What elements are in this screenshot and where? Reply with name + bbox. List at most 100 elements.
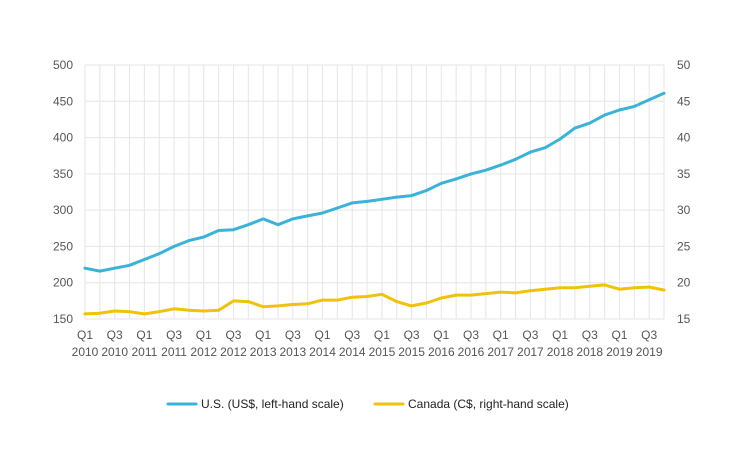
x-tick-quarter: Q3: [404, 328, 420, 342]
data-point-canada: [662, 288, 666, 292]
x-tick-quarter: Q1: [611, 328, 627, 342]
data-point-canada: [128, 310, 131, 314]
data-point-canada: [484, 292, 488, 295]
data-point-us: [276, 223, 280, 227]
data-point-us: [558, 137, 562, 141]
data-point-canada: [232, 299, 235, 303]
left-y-axis: 150 200 250 300 350 400 450 500: [53, 58, 73, 326]
x-tick-quarter: Q3: [344, 328, 360, 342]
data-point-canada: [246, 300, 250, 303]
data-point-us: [484, 168, 488, 172]
data-point-us: [543, 146, 547, 150]
x-tick-quarter: Q3: [107, 328, 123, 342]
data-point-canada: [172, 307, 176, 311]
data-point-canada: [632, 286, 636, 290]
data-point-us: [217, 229, 221, 232]
data-point-us: [172, 245, 176, 248]
x-tick-quarter: Q3: [225, 328, 241, 342]
data-point-us: [246, 223, 250, 227]
data-point-us: [291, 217, 295, 221]
data-point-us: [83, 266, 87, 270]
data-point-canada: [350, 295, 354, 299]
data-point-canada: [365, 295, 369, 298]
data-point-canada: [335, 298, 339, 302]
series-line-us: [83, 91, 666, 273]
legend: U.S. (US$, left-hand scale) Canada (C$, …: [166, 397, 569, 411]
data-point-us: [647, 98, 651, 102]
data-point-canada: [98, 311, 102, 315]
data-point-us: [335, 206, 339, 210]
x-tick-year: 2010: [72, 345, 99, 359]
left-tick-label: 150: [53, 312, 73, 326]
series-line-canada: [83, 283, 666, 316]
data-point-canada: [83, 312, 87, 316]
series-lines: [83, 91, 666, 316]
x-tick-quarter: Q1: [196, 328, 212, 342]
x-tick-quarter: Q1: [552, 328, 568, 342]
data-point-us: [573, 126, 577, 130]
data-point-us: [425, 189, 428, 192]
data-point-us: [410, 194, 414, 198]
data-point-canada: [647, 285, 651, 289]
data-point-canada: [261, 305, 265, 309]
data-point-canada: [573, 286, 577, 290]
right-tick-label: 45: [677, 94, 691, 108]
data-point-canada: [425, 301, 428, 305]
x-tick-year: 2013: [279, 345, 306, 359]
data-point-us: [662, 91, 666, 95]
x-tick-year: 2018: [547, 345, 574, 359]
data-point-us: [514, 157, 517, 161]
x-tick-quarter: Q3: [166, 328, 182, 342]
data-point-us: [603, 113, 607, 117]
x-tick-quarter: Q1: [315, 328, 331, 342]
left-tick-label: 250: [53, 239, 73, 253]
x-tick-quarter: Q1: [77, 328, 93, 342]
x-tick-year: 2012: [190, 345, 217, 359]
left-tick-label: 450: [53, 94, 73, 108]
right-tick-label: 50: [677, 58, 691, 72]
data-point-canada: [603, 283, 607, 287]
data-point-us: [128, 263, 131, 267]
left-tick-label: 300: [53, 203, 73, 217]
data-point-canada: [454, 293, 458, 297]
left-tick-label: 500: [53, 58, 73, 72]
data-point-canada: [395, 300, 399, 303]
x-tick-quarter: Q3: [522, 328, 538, 342]
x-axis: Q1 2010 Q3 2010 Q1 2011 Q3 2011 Q1 2012 Q3 2012 Q1 20…: [72, 328, 663, 359]
legend-label-us: U.S. (US$, left-hand scale): [201, 397, 344, 411]
data-point-canada: [202, 309, 206, 313]
data-point-us: [469, 172, 473, 176]
data-point-canada: [306, 302, 310, 306]
x-tick-year: 2012: [220, 345, 247, 359]
data-point-canada: [113, 309, 117, 313]
x-tick-quarter: Q1: [255, 328, 271, 342]
data-point-canada: [588, 284, 592, 288]
data-point-canada: [618, 287, 621, 291]
left-tick-label: 350: [53, 167, 73, 181]
data-point-us: [142, 258, 146, 261]
data-point-us: [350, 201, 354, 205]
right-tick-label: 25: [677, 239, 691, 253]
x-tick-quarter: Q3: [463, 328, 479, 342]
x-tick-year: 2016: [428, 345, 455, 359]
data-point-us: [439, 181, 443, 185]
data-point-canada: [217, 308, 221, 312]
data-point-canada: [469, 293, 473, 297]
x-tick-quarter: Q1: [136, 328, 152, 342]
right-tick-label: 40: [677, 131, 691, 145]
right-tick-label: 20: [677, 276, 691, 290]
data-point-canada: [142, 312, 146, 316]
x-tick-quarter: Q1: [433, 328, 449, 342]
x-tick-year: 2019: [606, 345, 633, 359]
data-point-us: [321, 211, 324, 215]
right-tick-label: 30: [677, 203, 691, 217]
data-point-canada: [321, 298, 324, 302]
data-point-canada: [187, 308, 191, 312]
data-point-us: [395, 195, 399, 199]
data-point-canada: [410, 304, 414, 308]
data-point-us: [157, 252, 161, 256]
data-point-us: [187, 239, 191, 243]
right-tick-label: 35: [677, 167, 691, 181]
x-tick-year: 2011: [131, 345, 157, 359]
data-point-canada: [276, 304, 280, 308]
